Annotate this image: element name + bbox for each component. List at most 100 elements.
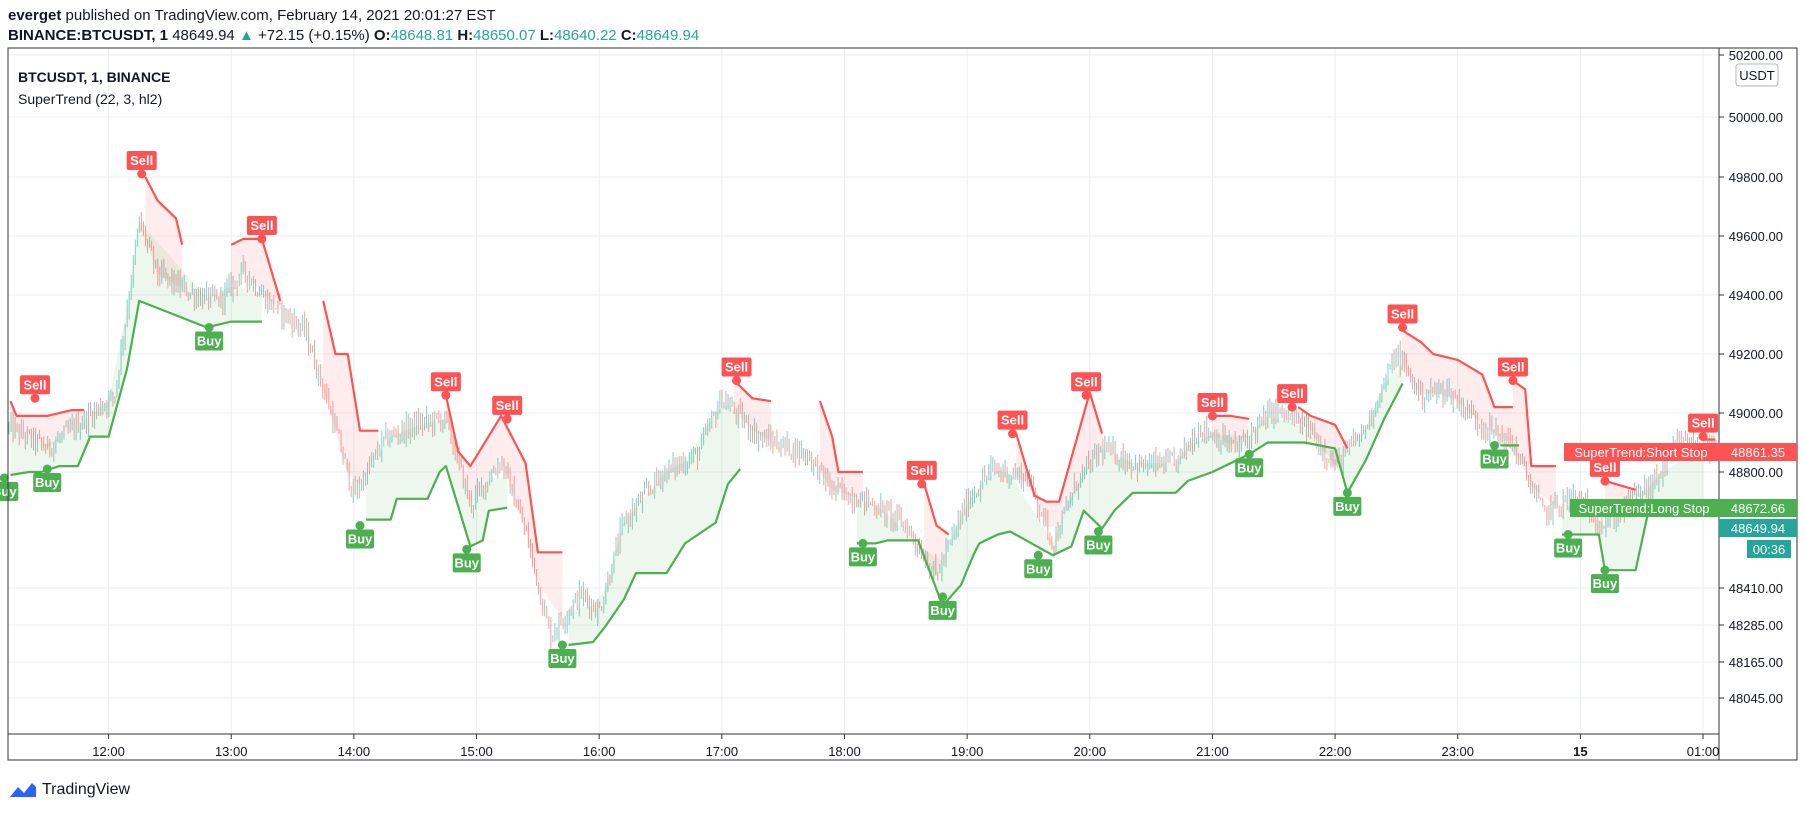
open-value: 48648.81 [390,27,454,44]
signal-box [997,410,1028,430]
signal-dot [732,376,742,386]
short-stop-line [1212,414,1250,420]
buy-signal: Buy [1554,529,1583,558]
signal-label: Sell [130,153,153,168]
signal-dot [462,544,472,554]
signal-dot [1342,488,1352,498]
sell-signal: Sell [997,410,1028,439]
short-trend-fill [1212,415,1250,445]
signal-box [721,357,752,377]
indicator-legend[interactable]: SuperTrend (22, 3, hl2) [18,91,162,107]
buy-signal: Buy [1333,488,1362,516]
signal-dot [1033,550,1043,560]
publish-line: everget published on TradingView.com, Fe… [8,6,699,26]
long-trend-fill [568,404,741,645]
signal-box [928,600,957,620]
time-tick-label: 12:00 [92,744,125,759]
time-tick-label: 21:00 [1196,744,1229,759]
short-stop-line [733,379,772,403]
price-badges: SuperTrend:Short Stop 48861.35 SuperTren… [1564,443,1797,558]
signal-dot [204,322,214,332]
buy-signal: Buy [848,538,877,567]
buy-signal: Buy [928,592,957,620]
close-value: 48649.94 [636,27,700,44]
short-stop-label-box [1564,443,1719,461]
signal-box [1590,574,1619,594]
long-stop-line [568,468,742,647]
change-arrow-icon: ▲ [238,27,254,44]
buy-signal: Buy [33,464,62,493]
long-stop-value: 48672.66 [1731,501,1785,516]
signal-label: Buy [930,603,955,618]
chart-header: everget published on TradingView.com, Fe… [8,6,699,46]
short-stop-label: SuperTrend:Short Stop [1574,445,1707,460]
time-tick-label: 16:00 [583,744,616,759]
signal-dot [1093,526,1103,536]
short-stop-line [818,400,863,474]
sell-signal: Sell [19,375,50,403]
short-stop-value-box [1719,443,1797,461]
sell-signal: Sell [1589,457,1620,486]
signal-dot [502,414,512,424]
signal-box [1480,449,1509,469]
short-stop-line [1015,391,1104,503]
short-stop-line [1297,406,1349,449]
price-tick-label: 48165.00 [1729,655,1783,670]
long-trend-fill [366,418,508,547]
signal-label: Sell [910,463,933,478]
short-stop-value: 48861.35 [1731,445,1785,460]
time-tick-label: 23:00 [1441,744,1474,759]
long-stop-label-box [1570,499,1719,517]
signal-label: Sell [1691,416,1714,431]
signal-dot [1490,440,1500,450]
price-tick-label: 49200.00 [1729,347,1783,362]
signal-label: Buy [1086,537,1111,552]
signal-box [1197,392,1228,412]
close-label: C: [620,27,637,44]
price-axis[interactable]: 50200.00 50000.00 49800.00 49600.00 49400.00… [1719,48,1783,706]
long-stop-line [856,382,1404,607]
signal-label: Buy [348,532,373,547]
price-tick-label: 48045.00 [1729,691,1783,706]
signal-label: Sell [1391,306,1414,321]
ohlc-line: BINANCE:BTCUSDT, 1 48649.94 ▲ +72.15 (+0… [8,26,699,46]
price-tick-label: 49800.00 [1729,170,1783,185]
buy-signal: Buy [346,521,375,549]
price-tick-label: 50000.00 [1729,110,1783,125]
short-stop-line [322,300,379,432]
buy-signal: Buy [548,640,577,669]
short-trend-fill [323,300,379,485]
short-stop-line [923,483,950,536]
author-name[interactable]: everget [8,7,62,24]
tradingview-brand[interactable]: TradingView [8,781,130,799]
signal-label: Sell [1501,360,1524,375]
sell-signal: Sell [430,372,461,400]
pane-legend: BTCUSDT, 1, BINANCE SuperTrend (22, 3, h… [18,69,170,107]
signal-dot [917,479,927,489]
high-label: H: [457,27,474,44]
sell-signal: Sell [126,151,157,179]
sell-signal: Sell [1071,372,1102,400]
currency-badge[interactable]: USDT [1735,63,1779,87]
signal-label: Buy [550,651,575,666]
signal-label: Buy [851,549,876,564]
signal-box [246,215,277,235]
time-tick-label: 14:00 [338,744,371,759]
buy-signal: Buy [1480,440,1509,469]
signal-box [1589,457,1620,477]
short-stop-line [230,237,282,302]
long-stop-value-box [1719,499,1797,517]
signal-box [33,473,62,493]
low-label: L: [539,27,555,44]
price-tick-label: 49000.00 [1729,406,1783,421]
signal-box [906,460,937,480]
time-axis[interactable]: 12:00 13:00 14:00 15:00 16:00 17:00 18:00 19:00… [92,734,1719,759]
signal-box [1333,496,1362,516]
time-tick-label: 22:00 [1319,744,1352,759]
price-change: +72.15 (+0.15%) [257,27,370,44]
sell-signal: Sell [246,215,277,244]
signal-dot [1244,449,1254,459]
signal-label: Buy [35,475,60,490]
sell-signal: Sell [1277,384,1308,412]
